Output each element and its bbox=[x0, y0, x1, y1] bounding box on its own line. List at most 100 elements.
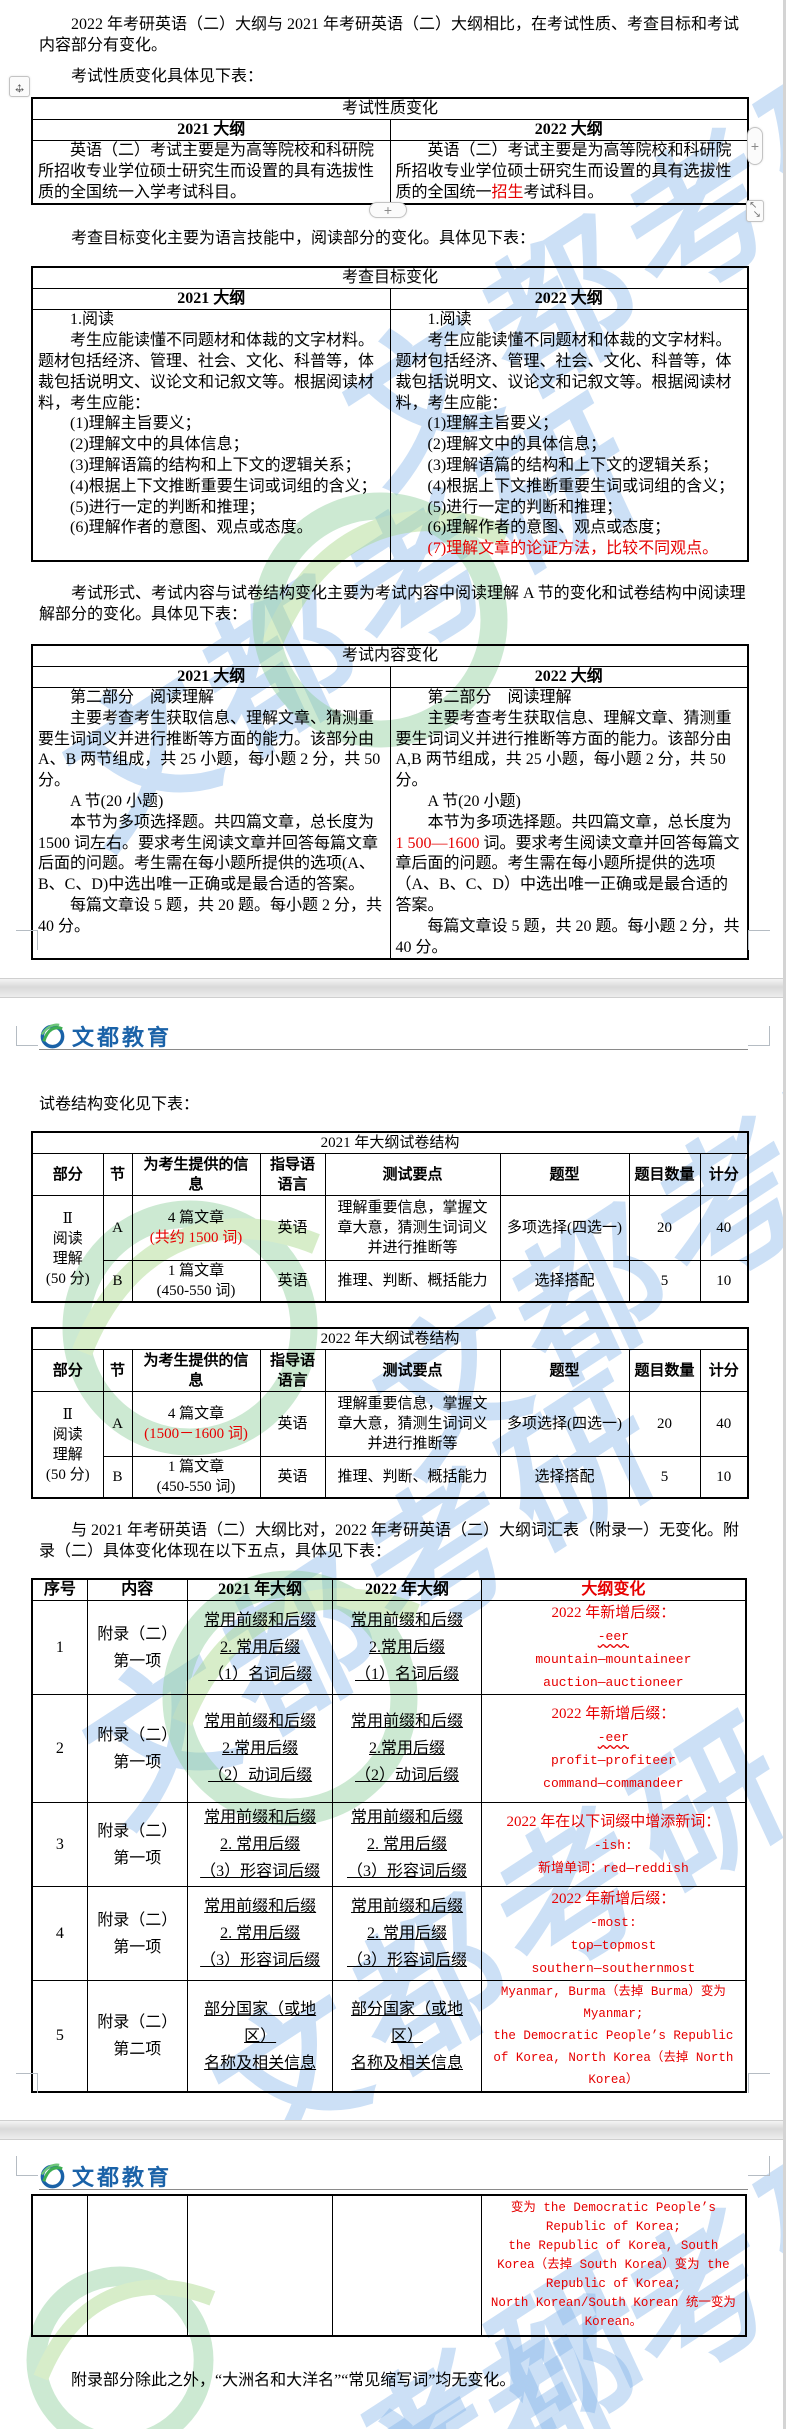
cell-number: 1 bbox=[31, 1600, 88, 1695]
cell-score-a: 40 bbox=[699, 1195, 749, 1261]
table-move-handle[interactable]: ↔ ↕ bbox=[9, 76, 30, 97]
appendix-end-paragraph: 附录部分除此之外，“大洲名和大洋名”“常见缩写词”均无变化。 bbox=[71, 2372, 516, 2389]
cell-2022: 常用前缀和后缀 2. 常用后缀 （3）形容词后缀 bbox=[332, 1802, 482, 1887]
exam-content-table: 考试内容变化 2021 大纲 2022 大纲 第二部分 阅读理解 主要考查考生获… bbox=[31, 643, 750, 961]
header-part: 部分 bbox=[31, 1153, 104, 1196]
intro-paragraph: 2022 年考研英语（二）大纲与 2021 年考研英语（二）大纲相比，在考试性质… bbox=[39, 16, 740, 54]
cell-qtype-b: 选择搭配 bbox=[499, 1456, 630, 1499]
cell-2022: 常用前缀和后缀 2.常用后缀 （1）名词后缀 bbox=[332, 1600, 482, 1695]
exam-target-table: 考查目标变化 2021 大纲 2022 大纲 1.阅读 考生应能读懂不同题材和体… bbox=[31, 266, 750, 562]
column-header-2021: 2021 大纲 bbox=[31, 119, 391, 141]
text-run: 4 篇文章 bbox=[167, 1406, 225, 1422]
cell-number: 3 bbox=[31, 1802, 88, 1887]
changed-text: (7)理解文章的论证方法，比较不同观点。 bbox=[395, 540, 719, 558]
cell-content: 附录（二） 第一项 bbox=[86, 1600, 188, 1695]
column-header-2022: 2022 大纲 bbox=[389, 119, 749, 141]
header-score: 计分 bbox=[699, 1153, 749, 1196]
cell-info-b: 1 篇文章 (450-550 词) bbox=[131, 1260, 261, 1303]
page-margin-mark bbox=[748, 2073, 770, 2093]
appendix-changes-table: 序号 内容 2021 年大纲 2022 年大纲 大纲变化 1 附录（二） 第一项… bbox=[31, 1578, 747, 2093]
change-suffix: -most: bbox=[589, 1915, 637, 1930]
header-2022: 2022 年大纲 bbox=[332, 1578, 482, 1601]
page-margin-mark bbox=[748, 930, 770, 950]
header-test-points: 测试要点 bbox=[324, 1349, 501, 1392]
page-header: 文都教育 bbox=[39, 2162, 748, 2190]
column-header-2022: 2022 大纲 bbox=[389, 665, 749, 688]
change-title: 2022 年新增后缀： bbox=[551, 1605, 676, 1621]
page-header: 文都教育 bbox=[39, 1022, 748, 1050]
table-title: 考试性质变化 bbox=[31, 97, 749, 120]
cell-change: 2022 年在以下词缀中增添新词： -ish: 新增单词：red—reddish bbox=[480, 1802, 747, 1887]
insert-column-button[interactable]: + bbox=[747, 127, 763, 165]
header-language: 指导语 语言 bbox=[259, 1349, 326, 1392]
resize-arrow-icon: ↖ bbox=[749, 200, 758, 211]
cell-points-b: 推理、判断、概括能力 bbox=[324, 1260, 501, 1303]
cell-number: 4 bbox=[31, 1886, 88, 1981]
cell-section-a: A bbox=[102, 1391, 133, 1457]
header-info: 为考生提供的信息 bbox=[131, 1153, 261, 1196]
cell-section-b: B bbox=[102, 1260, 133, 1303]
cell-2021: 常用前缀和后缀 2. 常用后缀 （3）形容词后缀 bbox=[186, 1886, 334, 1981]
header-question-type: 题型 bbox=[499, 1349, 630, 1392]
page-3: 文都考研 文都考研 文都教育 bbox=[0, 2140, 786, 2429]
change-examples: profit—profiteer command—commandeer bbox=[543, 1753, 684, 1791]
target-caption: 考查目标变化主要为语言技能中，阅读部分的变化。具体见下表： bbox=[71, 230, 536, 248]
header-change: 大纲变化 bbox=[480, 1578, 747, 1601]
cell-2021: 常用前缀和后缀 2. 常用后缀 （1）名词后缀 bbox=[186, 1600, 334, 1695]
change-title: 2022 年新增后缀： bbox=[551, 1706, 676, 1722]
cell-content: 附录（二） 第一项 bbox=[86, 1802, 188, 1887]
cell-count-b: 5 bbox=[628, 1456, 701, 1499]
cell-2022-target: 1.阅读 考生应能读懂不同题材和体裁的文字材料。题材包括经济、管理、社会、文化、… bbox=[389, 309, 749, 562]
table-row: 4 附录（二） 第一项 常用前缀和后缀 2. 常用后缀 （3）形容词后缀 常用前… bbox=[31, 1886, 747, 1981]
cell-2021: 常用前缀和后缀 2.常用后缀 （2）动词后缀 bbox=[186, 1694, 334, 1803]
appendix-changes-table-continued: 变为 the Democratic People’s Republic of K… bbox=[31, 2194, 747, 2337]
page-margin-mark bbox=[16, 1026, 38, 1046]
cell-info-a: 4 篇文章 (共约 1500 词) bbox=[131, 1195, 261, 1261]
column-header-2022: 2022 大纲 bbox=[389, 288, 749, 311]
nature-caption: 考试性质变化具体见下表： bbox=[71, 68, 264, 85]
cell-info-b: 1 篇文章 (450-550 词) bbox=[131, 1456, 261, 1499]
structure-2021-table: 2021 年大纲试卷结构 部分 节 为考生提供的信息 指导语 语言 测试要点 题… bbox=[31, 1131, 750, 1303]
table-row: 变为 the Democratic People’s Republic of K… bbox=[31, 2194, 747, 2337]
change-suffix: -eer bbox=[597, 1629, 629, 1644]
cell-change: 2022 年新增后缀： -most: top—topmost southern—… bbox=[480, 1886, 747, 1981]
column-header-2021: 2021 大纲 bbox=[31, 665, 391, 688]
page-margin-mark bbox=[16, 2073, 38, 2093]
page-margin-mark bbox=[748, 1026, 770, 1046]
move-arrows-icon: ↔ bbox=[12, 78, 27, 95]
text-run: 词。要求考生阅读文章并回答每篇文章后面的问题。考生需在每小题所提供的选项（A、B… bbox=[395, 834, 740, 956]
changed-text: 1 500—1600 bbox=[395, 834, 480, 852]
table-title: 2021 年大纲试卷结构 bbox=[31, 1131, 749, 1154]
cell-score-b: 10 bbox=[699, 1456, 749, 1499]
cell-language-b: 英语 bbox=[259, 1260, 326, 1303]
cell-content: 附录（二） 第二项 bbox=[86, 1980, 188, 2093]
table-title: 考查目标变化 bbox=[31, 266, 749, 290]
table-title: 2022 年大纲试卷结构 bbox=[31, 1327, 749, 1350]
vocab-caption: 与 2021 年考研英语（二）大纲比对，2022 年考研英语（二）大纲词汇表（附… bbox=[39, 1522, 740, 1560]
cell-change: 2022 年新增后缀： -eer profit—profiteer comman… bbox=[480, 1694, 747, 1803]
cell-qtype-a: 多项选择(四选一) bbox=[499, 1195, 630, 1261]
window-edge-strip bbox=[783, 0, 786, 2429]
cell-section-b: B bbox=[102, 1456, 133, 1499]
brand-name: 文都教育 bbox=[72, 1024, 173, 1050]
header-section: 节 bbox=[102, 1349, 133, 1392]
cell-section-a: A bbox=[102, 1195, 133, 1261]
page-margin-mark bbox=[16, 2156, 38, 2176]
change-title: 2022 年在以下词缀中增添新词： bbox=[506, 1813, 721, 1830]
change-examples: 新增单词：red—reddish bbox=[537, 1860, 689, 1876]
empty-cell bbox=[86, 2194, 188, 2337]
column-header-2021: 2021 大纲 bbox=[31, 288, 391, 311]
cell-number: 5 bbox=[31, 1980, 88, 2093]
change-examples: top—topmost southern—southernmost bbox=[531, 1938, 696, 1976]
wendu-logo-icon bbox=[39, 2162, 66, 2189]
cell-2021: 部分国家（或地区） 名称及相关信息 bbox=[186, 1980, 334, 2093]
header-2021: 2021 年大纲 bbox=[186, 1578, 334, 1601]
insert-row-button[interactable]: + bbox=[369, 202, 407, 218]
table-resize-handle[interactable]: ↖ ↘ bbox=[746, 200, 764, 222]
cell-language-a: 英语 bbox=[259, 1391, 326, 1457]
form-caption: 考试形式、考试内容与试卷结构变化主要为考试内容中阅读理解 A 节的变化和试卷结构… bbox=[39, 584, 746, 623]
page-break bbox=[0, 978, 786, 998]
header-question-type: 题型 bbox=[499, 1153, 630, 1196]
text-run: 第二部分 阅读理解 主要考查考生获取信息、理解文章、猜测重要生词词义并进行推断等… bbox=[395, 688, 732, 831]
